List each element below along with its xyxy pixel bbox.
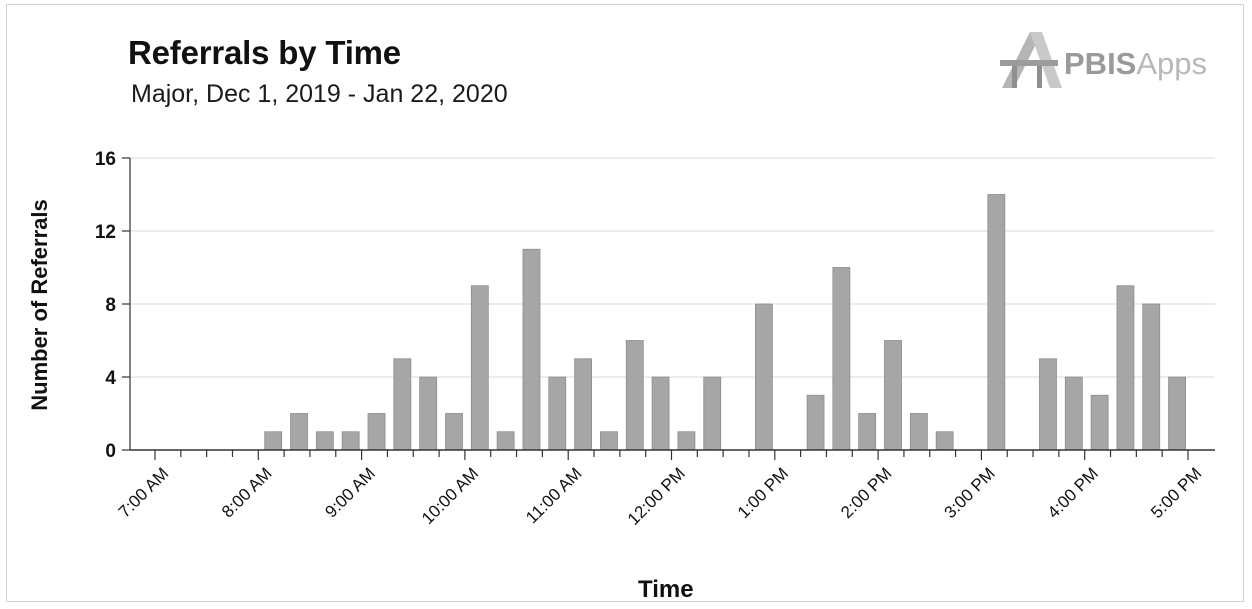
bar (393, 358, 412, 451)
x-tick-label: 8:00 AM (218, 464, 276, 522)
bar (548, 376, 567, 451)
bar (419, 376, 438, 451)
bar (909, 413, 928, 451)
bar (858, 413, 877, 451)
y-tick-label: 12 (95, 222, 116, 243)
bar (832, 267, 851, 451)
logo-suffix: Apps (1136, 46, 1208, 81)
bar (935, 431, 954, 451)
bar (470, 285, 489, 451)
y-tick-label: 4 (105, 368, 116, 389)
bar (600, 431, 618, 451)
bar (1064, 376, 1083, 451)
bar (574, 358, 593, 451)
bar (1116, 285, 1135, 451)
y-axis-title: Number of Referrals (27, 199, 52, 411)
bar (522, 248, 541, 451)
bar (264, 431, 283, 451)
x-tick-label: 3:00 PM (941, 464, 999, 522)
chart-title: Referrals by Time (128, 34, 401, 71)
bar (651, 376, 670, 451)
y-tick-label: 16 (95, 149, 116, 170)
bar (754, 303, 773, 451)
x-tick-label: 5:00 PM (1147, 464, 1205, 522)
bar (806, 394, 825, 451)
bar (625, 340, 644, 451)
x-tick-label: 12:00 PM (624, 464, 689, 529)
bar (677, 431, 696, 451)
bar (1142, 303, 1161, 451)
bar (367, 413, 386, 451)
x-axis-title: Time (638, 576, 694, 603)
bar (987, 194, 1006, 451)
x-tick-label: 9:00 AM (321, 464, 379, 522)
bar (445, 413, 463, 451)
pbisapps-logo-text: PBISApps (1064, 46, 1207, 82)
logo-brand: PBIS (1064, 46, 1137, 81)
x-tick-label: 2:00 PM (837, 464, 895, 522)
bar (703, 376, 722, 451)
bar (496, 431, 515, 451)
x-tick-label: 4:00 PM (1044, 464, 1102, 522)
chart-subtitle: Major, Dec 1, 2019 - Jan 22, 2020 (131, 80, 508, 108)
bar (341, 431, 360, 451)
bar (884, 340, 902, 451)
x-tick-label: 10:00 AM (418, 464, 482, 528)
bar (315, 431, 334, 451)
x-tick-label: 7:00 AM (115, 464, 173, 522)
x-tick-label: 11:00 AM (522, 464, 585, 527)
chart-frame (6, 4, 1244, 602)
bar (1039, 358, 1057, 451)
bar (290, 413, 308, 451)
x-tick-label: 1:00 PM (734, 464, 792, 522)
bar (1090, 394, 1109, 451)
pbisapps-logo-icon (1000, 32, 1062, 88)
y-tick-label: 8 (105, 295, 116, 316)
y-tick-label: 0 (105, 441, 116, 462)
bar (1168, 376, 1186, 451)
pbisapps-logo: PBISApps (990, 26, 1240, 96)
